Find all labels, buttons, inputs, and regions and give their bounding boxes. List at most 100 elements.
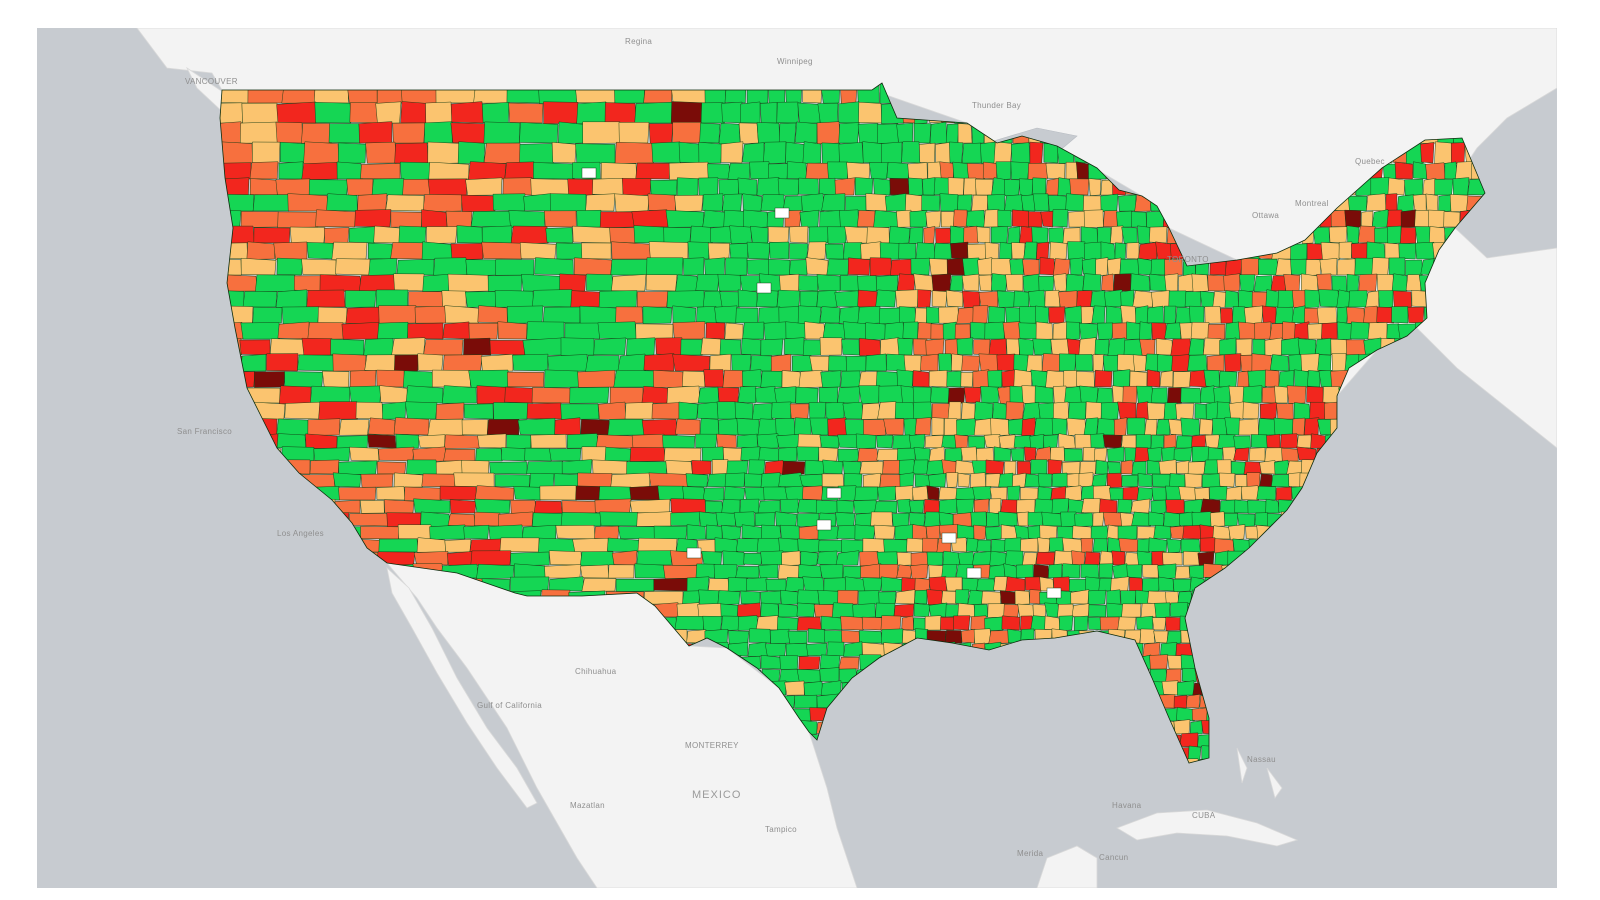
county-2006[interactable] bbox=[1162, 552, 1183, 566]
county-1922[interactable] bbox=[841, 539, 864, 553]
county-1388[interactable] bbox=[662, 434, 696, 449]
county-1860[interactable] bbox=[912, 524, 928, 540]
county-1422[interactable] bbox=[1233, 435, 1251, 449]
county-2313[interactable] bbox=[840, 615, 864, 631]
county-1482[interactable] bbox=[1147, 447, 1163, 462]
county-365[interactable] bbox=[1032, 177, 1047, 196]
county-448[interactable] bbox=[1347, 195, 1368, 212]
county-480[interactable] bbox=[839, 209, 859, 228]
county-1476[interactable] bbox=[1064, 448, 1083, 462]
county-927[interactable] bbox=[635, 323, 674, 341]
county-423[interactable] bbox=[957, 194, 973, 212]
county-1027[interactable] bbox=[1235, 338, 1253, 356]
county-933[interactable] bbox=[785, 321, 808, 340]
county-2068[interactable] bbox=[1126, 564, 1143, 579]
county-1085[interactable] bbox=[1132, 354, 1147, 372]
county-280[interactable] bbox=[727, 163, 751, 180]
county-358[interactable] bbox=[933, 177, 950, 196]
county-803[interactable] bbox=[776, 289, 801, 308]
county-1348[interactable] bbox=[1127, 417, 1146, 436]
county-970[interactable] bbox=[1350, 321, 1370, 340]
county-485[interactable] bbox=[925, 210, 942, 228]
county-1146[interactable] bbox=[1063, 370, 1078, 388]
county-1212[interactable] bbox=[1079, 385, 1099, 404]
county-812[interactable] bbox=[946, 289, 964, 308]
county-1344[interactable] bbox=[1066, 417, 1087, 436]
county-1732[interactable] bbox=[938, 498, 958, 514]
county-1785[interactable] bbox=[733, 511, 756, 528]
county-2384[interactable] bbox=[944, 630, 963, 644]
county-1976[interactable] bbox=[636, 550, 672, 566]
county-1141[interactable] bbox=[987, 369, 1003, 388]
county-1657[interactable] bbox=[763, 486, 788, 501]
county-1591[interactable] bbox=[778, 472, 803, 488]
county-1651[interactable] bbox=[629, 485, 660, 501]
county-499[interactable] bbox=[1131, 211, 1147, 228]
county-2124[interactable] bbox=[993, 576, 1008, 592]
county-1018[interactable] bbox=[1094, 339, 1110, 356]
county-325[interactable] bbox=[1444, 161, 1458, 180]
county-2442[interactable] bbox=[764, 643, 787, 657]
county-1727[interactable] bbox=[853, 499, 878, 514]
county-1906[interactable] bbox=[416, 537, 446, 553]
county-1479[interactable] bbox=[1107, 446, 1125, 462]
county-1045[interactable] bbox=[240, 354, 267, 372]
county-418[interactable] bbox=[865, 193, 888, 212]
county-903[interactable] bbox=[1336, 306, 1349, 324]
county-807[interactable] bbox=[857, 289, 878, 308]
county-206[interactable] bbox=[483, 142, 522, 164]
county-2109[interactable] bbox=[727, 577, 749, 592]
county-2245[interactable] bbox=[796, 602, 816, 618]
county-1017[interactable] bbox=[1078, 337, 1097, 357]
county-690[interactable] bbox=[1039, 257, 1056, 276]
county-2240[interactable] bbox=[697, 603, 723, 618]
county-1772[interactable] bbox=[348, 513, 389, 527]
county-69[interactable] bbox=[349, 102, 379, 124]
county-2376[interactable] bbox=[807, 628, 826, 644]
county-713[interactable] bbox=[1388, 257, 1406, 276]
county-1049[interactable] bbox=[364, 354, 396, 372]
county-2053[interactable] bbox=[896, 564, 913, 579]
county-2046[interactable] bbox=[758, 564, 779, 579]
county-1070[interactable] bbox=[903, 354, 922, 372]
county-73[interactable] bbox=[450, 101, 484, 124]
county-884[interactable] bbox=[1064, 305, 1083, 324]
county-1973[interactable] bbox=[548, 550, 583, 566]
county-1679[interactable] bbox=[1122, 486, 1140, 501]
county-489[interactable] bbox=[983, 209, 1001, 228]
county-1276[interactable] bbox=[1053, 401, 1069, 420]
county-409[interactable] bbox=[674, 194, 704, 212]
county-277[interactable] bbox=[635, 162, 671, 180]
county-925[interactable] bbox=[564, 322, 600, 340]
county-626[interactable] bbox=[1023, 241, 1038, 260]
county-833[interactable] bbox=[1265, 289, 1280, 308]
county-1214[interactable] bbox=[1112, 385, 1125, 404]
county-952[interactable] bbox=[1097, 322, 1114, 340]
county-905[interactable] bbox=[1363, 305, 1379, 324]
county-2106[interactable] bbox=[653, 577, 689, 592]
county-706[interactable] bbox=[1275, 258, 1292, 276]
county-1856[interactable] bbox=[836, 525, 857, 540]
county-980[interactable] bbox=[239, 339, 271, 356]
county-1445[interactable] bbox=[412, 446, 447, 463]
county-1117[interactable] bbox=[432, 369, 471, 388]
county-1241[interactable] bbox=[284, 401, 321, 420]
county-618[interactable] bbox=[898, 242, 917, 260]
county-563[interactable] bbox=[1062, 227, 1081, 244]
map-view[interactable]: Regina Winnipeg VANCOUVER Thunder Bay Qu… bbox=[37, 28, 1557, 888]
county-1724[interactable] bbox=[797, 499, 818, 514]
county-424[interactable] bbox=[971, 194, 989, 212]
county-153[interactable] bbox=[838, 122, 860, 144]
county-1266[interactable] bbox=[894, 402, 915, 420]
county-1249[interactable] bbox=[526, 402, 563, 420]
county-1551[interactable] bbox=[1187, 461, 1206, 475]
county-908[interactable] bbox=[1407, 306, 1425, 324]
county-410[interactable] bbox=[702, 193, 724, 212]
county-1129[interactable] bbox=[781, 370, 802, 388]
county-1610[interactable] bbox=[1078, 472, 1094, 488]
county-2001[interactable] bbox=[1099, 550, 1114, 566]
county-1200[interactable] bbox=[900, 385, 915, 404]
county-1839[interactable] bbox=[397, 524, 432, 540]
county-559[interactable] bbox=[1007, 226, 1021, 245]
county-1084[interactable] bbox=[1117, 354, 1135, 372]
